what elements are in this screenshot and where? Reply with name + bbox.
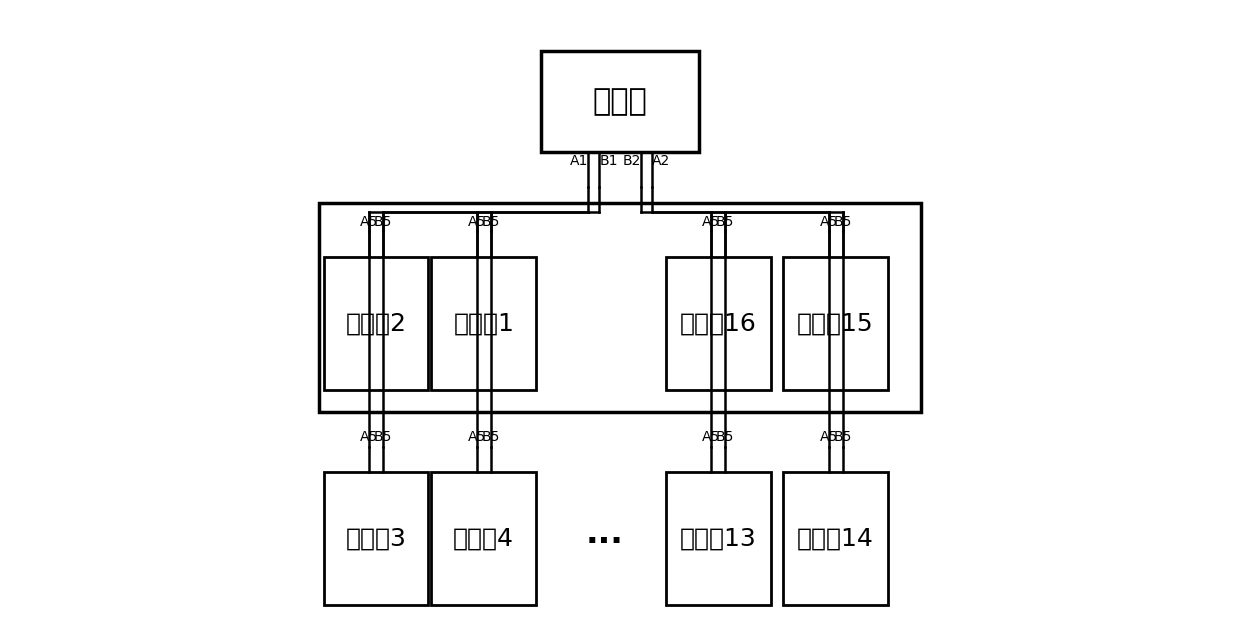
Bar	[666, 257, 770, 390]
Text: A5: A5	[702, 215, 720, 229]
Text: A5: A5	[360, 430, 378, 444]
Text: 从设劗15: 从设劗15	[797, 311, 874, 335]
Text: 从设剹1: 从设剹1	[454, 311, 515, 335]
Text: A5: A5	[467, 215, 486, 229]
Bar	[666, 472, 770, 605]
Text: A2: A2	[652, 154, 671, 168]
Bar	[784, 472, 888, 605]
Text: 从设剹4: 从设剹4	[453, 527, 515, 551]
Text: B2: B2	[622, 154, 641, 168]
Text: B1: B1	[599, 154, 618, 168]
Text: A1: A1	[569, 154, 588, 168]
Bar	[432, 257, 536, 390]
Bar	[319, 203, 921, 412]
Bar	[324, 472, 428, 605]
Text: 从设剹3: 从设剹3	[346, 527, 407, 551]
Text: 从设劗13: 从设劗13	[680, 527, 756, 551]
Bar	[541, 51, 699, 152]
Text: B5: B5	[715, 430, 734, 444]
Text: 主设备: 主设备	[593, 87, 647, 116]
Text: B5: B5	[373, 215, 392, 229]
Text: A5: A5	[360, 215, 378, 229]
Text: B5: B5	[715, 215, 734, 229]
Text: A5: A5	[467, 430, 486, 444]
Bar	[432, 472, 536, 605]
Text: 从设劗14: 从设劗14	[797, 527, 874, 551]
Text: 从设剹2: 从设剹2	[346, 311, 407, 335]
Text: B5: B5	[833, 430, 852, 444]
Text: A5: A5	[702, 430, 720, 444]
Bar	[784, 257, 888, 390]
Text: ···: ···	[585, 526, 622, 559]
Text: A5: A5	[820, 430, 838, 444]
Text: B5: B5	[481, 430, 500, 444]
Text: A5: A5	[820, 215, 838, 229]
Text: B5: B5	[833, 215, 852, 229]
Text: B5: B5	[481, 215, 500, 229]
Text: 从设劗16: 从设劗16	[680, 311, 756, 335]
Text: B5: B5	[373, 430, 392, 444]
Bar	[324, 257, 428, 390]
